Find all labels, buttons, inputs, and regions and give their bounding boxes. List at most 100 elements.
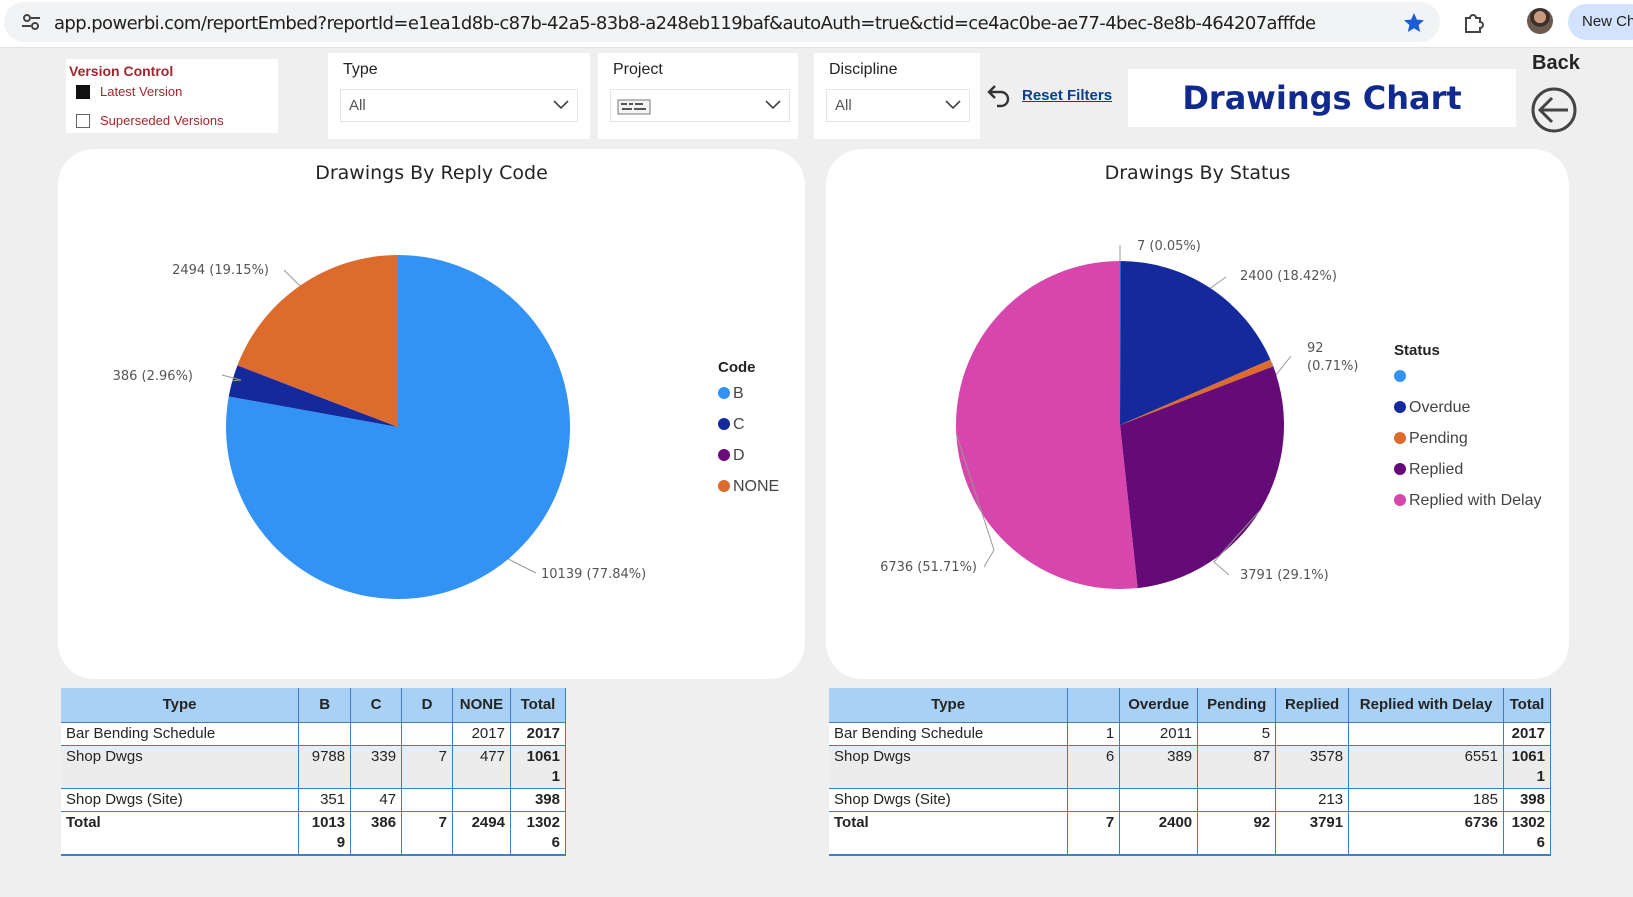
table-cell: 2017: [1503, 722, 1552, 746]
discipline-slicer-title: Discipline: [829, 61, 898, 78]
latest-version-checkbox[interactable]: [76, 84, 90, 99]
legend-marker[interactable]: [718, 387, 730, 399]
back-label: Back: [1532, 52, 1580, 74]
col-header[interactable]: Overdue: [1119, 688, 1199, 723]
legend-marker[interactable]: [1394, 370, 1406, 382]
legend-marker[interactable]: [718, 449, 730, 461]
table-cell: 92: [1197, 811, 1277, 856]
legend-item[interactable]: Replied with Delay: [1409, 492, 1542, 509]
table-cell: 3578: [1275, 745, 1350, 789]
latest-version-option[interactable]: Latest Version: [76, 84, 182, 99]
legend-marker[interactable]: [1394, 463, 1406, 475]
chevron-down-icon: [945, 100, 961, 110]
col-header[interactable]: C: [350, 688, 403, 723]
legend-marker[interactable]: [1394, 432, 1406, 444]
table-cell: 9788: [298, 745, 352, 789]
pie-slice[interactable]: [1120, 261, 1121, 425]
table-row: Bar Bending Schedule 2017 2017: [61, 722, 567, 746]
pie-slice[interactable]: [1120, 366, 1284, 589]
extensions-icon[interactable]: [1461, 9, 1487, 35]
reset-filters-button[interactable]: Reset Filters: [986, 82, 1112, 108]
col-header[interactable]: Replied: [1275, 688, 1350, 723]
data-label: 2494 (19.15%): [172, 263, 269, 278]
col-header[interactable]: Replied with Delay: [1348, 688, 1504, 723]
reply-code-matrix-table: Type B C D NONE Total Bar Bending Schedu…: [61, 688, 567, 856]
table-cell: 185: [1348, 788, 1504, 812]
legend-marker[interactable]: [718, 480, 730, 492]
pie-slice[interactable]: [237, 255, 398, 427]
table-cell: 477: [452, 745, 511, 789]
legend-marker[interactable]: [718, 418, 730, 430]
label-leader-line: [1213, 510, 1261, 576]
pie-slice[interactable]: [1120, 359, 1274, 425]
table-cell: 5: [1197, 722, 1277, 746]
url-text[interactable]: app.powerbi.com/reportEmbed?reportId=e1e…: [54, 13, 1316, 34]
legend-title: Code: [718, 359, 756, 376]
legend-item[interactable]: Pending: [1409, 430, 1468, 447]
table-cell: 213: [1275, 788, 1350, 812]
table-cell: 2400: [1119, 811, 1199, 856]
legend-item[interactable]: B: [733, 385, 744, 402]
data-label: (0.71%): [1307, 359, 1358, 374]
label-leader-line: [221, 374, 242, 382]
chevron-down-icon: [553, 100, 569, 110]
table-cell: 3791: [1275, 811, 1350, 856]
latest-version-label: Latest Version: [100, 84, 183, 99]
col-header[interactable]: Type: [61, 688, 300, 723]
reply-code-pie-chart: 10139 (77.84%) 386 (2.96%) 2494 (19.15%) Co…: [113, 255, 779, 599]
table-cell: Bar Bending Schedule: [61, 722, 300, 746]
data-label: 10139 (77.84%): [541, 567, 646, 582]
legend-item[interactable]: Overdue: [1409, 399, 1470, 416]
site-settings-icon[interactable]: [20, 11, 42, 33]
legend-item[interactable]: C: [733, 416, 745, 433]
col-header[interactable]: D: [401, 688, 453, 723]
label-leader-line: [508, 558, 537, 574]
superseded-versions-option[interactable]: Superseded Versions: [76, 113, 224, 128]
pie-slice[interactable]: [228, 365, 398, 427]
table-cell: 6736: [1348, 811, 1504, 856]
address-bar[interactable]: app.powerbi.com/reportEmbed?reportId=e1e…: [4, 2, 1440, 42]
discipline-dropdown[interactable]: All: [826, 89, 970, 122]
table-cell: [1348, 722, 1504, 746]
new-chat-button[interactable]: New Ch: [1568, 4, 1633, 40]
reset-filters-label[interactable]: Reset Filters: [1022, 86, 1113, 104]
table-cell: Shop Dwgs: [61, 745, 300, 789]
table-header-row: Type B C D NONE Total: [61, 688, 567, 723]
pie-slice[interactable]: [1120, 261, 1271, 425]
pie-slice[interactable]: [955, 261, 1138, 589]
legend-marker[interactable]: [1394, 401, 1406, 413]
data-label: 7 (0.05%): [1137, 239, 1201, 254]
table-cell: 2011: [1119, 722, 1199, 746]
table-cell: 1: [1067, 722, 1121, 746]
legend-item[interactable]: NONE: [733, 478, 779, 495]
table-cell: [298, 722, 352, 746]
col-header[interactable]: Type: [829, 688, 1069, 723]
table-cell: Shop Dwgs: [829, 745, 1069, 789]
type-dropdown[interactable]: All: [340, 89, 578, 122]
bookmark-star-icon[interactable]: [1402, 11, 1426, 35]
table-total-row: Total 1013 9 386 7 2494 1302 6: [61, 811, 567, 856]
table-cell: 2017: [452, 722, 511, 746]
col-header[interactable]: [1067, 688, 1121, 723]
table-cell: 1061 1: [510, 745, 567, 789]
table-header-row: Type Overdue Pending Replied Replied wit…: [829, 688, 1552, 723]
table-cell: [1119, 788, 1199, 812]
table-cell: Shop Dwgs (Site): [829, 788, 1069, 812]
reply-code-chart-title: Drawings By Reply Code: [315, 162, 548, 184]
label-leader-line: [1209, 276, 1227, 289]
back-arrow-icon[interactable]: [1530, 86, 1578, 134]
col-header[interactable]: B: [298, 688, 352, 723]
col-header[interactable]: Total: [510, 688, 567, 723]
col-header[interactable]: Total: [1503, 688, 1552, 723]
pie-slice[interactable]: [237, 365, 398, 427]
legend-marker[interactable]: [1394, 494, 1406, 506]
table-row: Shop Dwgs (Site) 213 185 398: [829, 788, 1552, 812]
profile-avatar[interactable]: [1527, 8, 1553, 34]
project-dropdown[interactable]: [610, 89, 790, 122]
legend-item[interactable]: Replied: [1409, 461, 1463, 478]
superseded-versions-checkbox[interactable]: [76, 113, 90, 128]
redacted-value-icon: [617, 99, 651, 115]
col-header[interactable]: Pending: [1197, 688, 1277, 723]
col-header[interactable]: NONE: [452, 688, 511, 723]
legend-item[interactable]: D: [733, 447, 745, 464]
